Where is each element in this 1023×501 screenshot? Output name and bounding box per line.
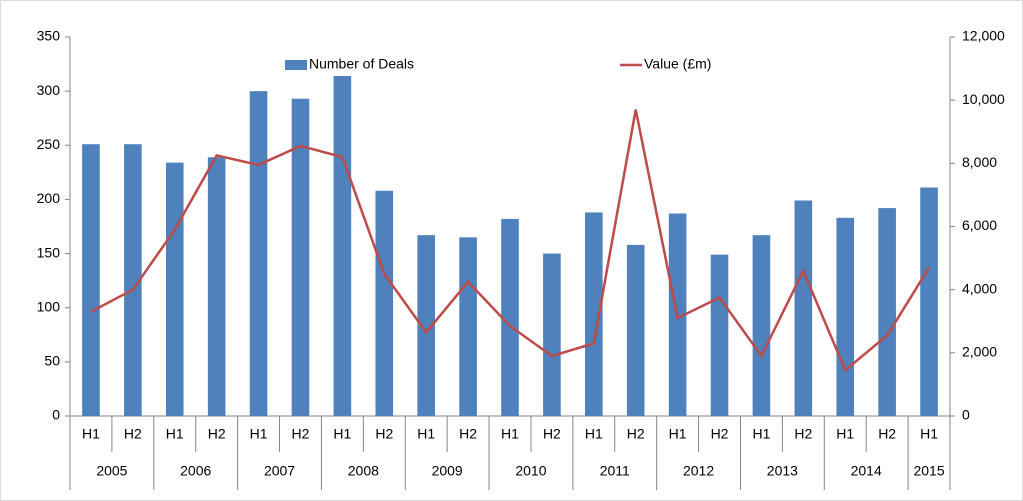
x-group-label: 2014: [851, 463, 882, 479]
bar: [375, 190, 394, 416]
x-tick-label: H1: [501, 426, 519, 442]
x-tick-label: H1: [669, 426, 687, 442]
x-tick-label: H2: [375, 426, 393, 442]
bar: [124, 144, 142, 416]
y-tick-label: 150: [37, 244, 61, 260]
x-tick-label: H1: [836, 426, 854, 442]
x-tick-label: H2: [878, 426, 896, 442]
bar: [249, 91, 268, 417]
x-tick-label: H2: [543, 426, 561, 442]
y-tick-label: 200: [37, 190, 61, 206]
x-tick-label: H2: [208, 426, 226, 442]
x-tick-label: H1: [333, 426, 351, 442]
x-group-label: 2011: [600, 463, 630, 479]
x-tick-label: H1: [920, 426, 938, 442]
y2-tick-label: 2,000: [962, 344, 997, 360]
x-tick-label: H1: [166, 426, 184, 442]
legend-label: Value (£m): [644, 56, 711, 72]
x-group-label: 2008: [348, 463, 379, 479]
line: [90, 109, 931, 373]
bar: [585, 212, 603, 416]
bar: [165, 162, 184, 416]
x-tick-label: H2: [459, 426, 477, 442]
bar: [878, 208, 896, 416]
x-tick-label: H1: [250, 426, 268, 442]
x-tick-label: H2: [711, 426, 729, 442]
bar: [836, 217, 855, 416]
y-tick-label: 300: [37, 82, 61, 98]
bar: [501, 218, 519, 416]
bar: [794, 200, 813, 416]
bar: [82, 144, 100, 416]
bar: [417, 235, 435, 416]
y2-tick-label: 4,000: [962, 280, 997, 296]
x-group-label: 2006: [180, 463, 211, 479]
x-group-label: 2012: [683, 463, 714, 479]
y-tick-label: 0: [52, 407, 60, 423]
x-tick-label: H2: [124, 426, 142, 442]
bar: [543, 253, 561, 416]
y2-tick-label: 8,000: [962, 154, 997, 170]
x-tick-label: H2: [292, 426, 310, 442]
bar: [459, 237, 477, 416]
bar: [207, 157, 226, 416]
x-tick-label: H1: [585, 426, 603, 442]
y-tick-label: 350: [37, 28, 61, 44]
x-group-label: 2005: [96, 463, 127, 479]
legend-label: Number of Deals: [309, 56, 414, 72]
x-group-label: 2015: [913, 463, 944, 479]
bar: [291, 98, 310, 417]
bar: [333, 75, 352, 417]
bar: [752, 235, 771, 416]
x-group-label: 2007: [264, 463, 295, 479]
y2-tick-label: 6,000: [962, 217, 997, 233]
x-tick-label: H1: [417, 426, 435, 442]
y-tick-label: 50: [44, 353, 60, 369]
x-group-label: 2009: [432, 463, 463, 479]
y2-tick-label: 10,000: [962, 91, 1005, 107]
y-tick-label: 100: [37, 298, 61, 314]
y2-tick-label: 12,000: [962, 28, 1005, 44]
bar: [626, 244, 645, 416]
bar: [710, 254, 729, 416]
x-group-label: 2013: [767, 463, 798, 479]
x-tick-label: H2: [794, 426, 812, 442]
y2-tick-label: 0: [962, 407, 970, 423]
x-group-label: 2010: [515, 463, 546, 479]
x-tick-label: H1: [82, 426, 100, 442]
x-tick-label: H2: [627, 426, 645, 442]
x-tick-label: H1: [752, 426, 770, 442]
bar: [920, 187, 938, 416]
legend-swatch: [285, 60, 307, 70]
y-tick-label: 250: [37, 136, 61, 152]
